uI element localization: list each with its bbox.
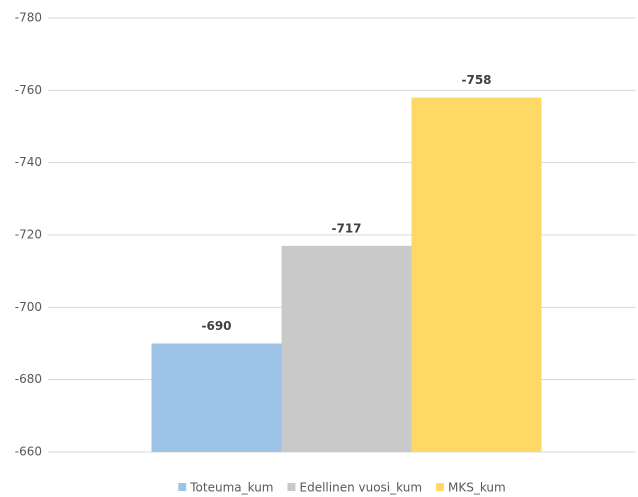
y-tick-label: -780: [15, 11, 42, 25]
y-tick-label: -760: [15, 83, 42, 97]
legend-label: Edellinen vuosi_kum: [300, 481, 423, 495]
data-label: -717: [331, 221, 361, 235]
legend-swatch: [287, 483, 296, 491]
data-label: -690: [201, 319, 231, 333]
data-label: -758: [461, 73, 491, 87]
legend-label: Toteuma_kum: [189, 481, 273, 495]
legend-label: MKS_kum: [448, 481, 506, 495]
bar: [281, 245, 412, 452]
y-tick-label: -740: [15, 155, 42, 169]
y-tick-label: -680: [15, 372, 42, 386]
y-tick-label: -660: [15, 445, 42, 459]
y-tick-label: -700: [15, 300, 42, 314]
legend-swatch: [178, 483, 187, 491]
bar: [151, 343, 282, 452]
y-tick-label: -720: [15, 228, 42, 242]
bar: [411, 97, 542, 453]
legend-swatch: [436, 483, 445, 491]
